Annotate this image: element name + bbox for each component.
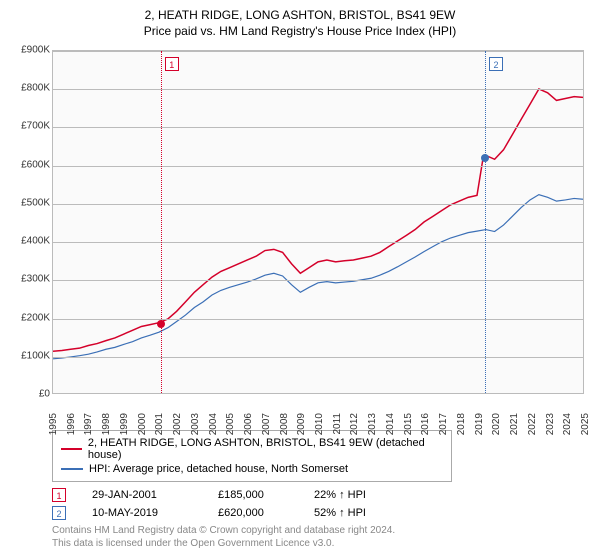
x-axis-label: 2009 — [296, 413, 307, 435]
legend-swatch — [61, 468, 83, 470]
gridline — [53, 89, 583, 90]
legend: 2, HEATH RIDGE, LONG ASHTON, BRISTOL, BS… — [52, 430, 452, 482]
sale-pct-vs-hpi: 52% ↑ HPI — [314, 507, 394, 519]
footer-line-2: This data is licensed under the Open Gov… — [52, 537, 588, 550]
x-axis-label: 1996 — [66, 413, 77, 435]
sale-pct-vs-hpi: 22% ↑ HPI — [314, 489, 394, 501]
x-axis-label: 2010 — [314, 413, 325, 435]
x-axis-label: 2012 — [349, 413, 360, 435]
marker-dot-1 — [157, 320, 165, 328]
x-axis-label: 1997 — [83, 413, 94, 435]
legend-item: HPI: Average price, detached house, Nort… — [61, 463, 443, 475]
sale-price: £185,000 — [218, 489, 288, 501]
x-axis-label: 2025 — [580, 413, 591, 435]
y-axis-label: £800K — [12, 83, 50, 94]
x-axis-label: 2016 — [420, 413, 431, 435]
sales-table: 1 29-JAN-2001 £185,000 22% ↑ HPI 2 10-MAY-201… — [52, 488, 588, 520]
x-axis-label: 2007 — [261, 413, 272, 435]
x-axis-label: 2003 — [190, 413, 201, 435]
legend-item: 2, HEATH RIDGE, LONG ASHTON, BRISTOL, BS… — [61, 437, 443, 461]
sale-badge: 2 — [52, 506, 66, 520]
x-axis-label: 2023 — [545, 413, 556, 435]
x-axis-label: 2005 — [225, 413, 236, 435]
x-axis-label: 2020 — [491, 413, 502, 435]
x-axis-label: 2014 — [385, 413, 396, 435]
y-axis-label: £100K — [12, 350, 50, 361]
sale-row: 1 29-JAN-2001 £185,000 22% ↑ HPI — [52, 488, 588, 502]
x-axis-label: 2019 — [474, 413, 485, 435]
x-axis-label: 2000 — [137, 413, 148, 435]
y-axis-label: £900K — [12, 45, 50, 56]
series-svg — [53, 51, 583, 393]
footer-line-1: Contains HM Land Registry data © Crown c… — [52, 524, 588, 537]
plot-region: 12 — [52, 50, 584, 394]
marker-line-1 — [161, 51, 162, 393]
sale-date: 10-MAY-2019 — [92, 507, 192, 519]
title-line-2: Price paid vs. HM Land Registry's House … — [12, 24, 588, 38]
gridline — [53, 127, 583, 128]
attribution-footer: Contains HM Land Registry data © Crown c… — [52, 524, 588, 550]
gridline — [53, 242, 583, 243]
x-axis-label: 2018 — [456, 413, 467, 435]
x-axis-label: 1998 — [101, 413, 112, 435]
legend-label: HPI: Average price, detached house, Nort… — [89, 463, 348, 475]
y-axis-label: £700K — [12, 121, 50, 132]
x-axis-label: 2021 — [509, 413, 520, 435]
marker-dot-2 — [481, 154, 489, 162]
sale-date: 29-JAN-2001 — [92, 489, 192, 501]
x-axis-label: 2011 — [332, 413, 343, 435]
x-axis-label: 2008 — [279, 413, 290, 435]
y-axis-label: £500K — [12, 197, 50, 208]
x-axis-label: 2022 — [527, 413, 538, 435]
legend-label: 2, HEATH RIDGE, LONG ASHTON, BRISTOL, BS… — [88, 437, 443, 461]
gridline — [53, 166, 583, 167]
sale-badge: 1 — [52, 488, 66, 502]
series-hpi — [53, 195, 583, 359]
x-axis-label: 2002 — [172, 413, 183, 435]
x-axis-label: 2024 — [562, 413, 573, 435]
y-axis-label: £200K — [12, 312, 50, 323]
gridline — [53, 319, 583, 320]
y-axis-label: £0 — [12, 389, 50, 400]
marker-badge-1: 1 — [165, 57, 179, 71]
y-axis-label: £400K — [12, 236, 50, 247]
x-axis-label: 2001 — [154, 413, 165, 435]
gridline — [53, 204, 583, 205]
sale-price: £620,000 — [218, 507, 288, 519]
chart-area: 12 £0£100K£200K£300K£400K£500K£600K£700K… — [12, 44, 588, 424]
x-axis-label: 1999 — [119, 413, 130, 435]
x-axis-label: 2006 — [243, 413, 254, 435]
y-axis-label: £300K — [12, 274, 50, 285]
gridline — [53, 280, 583, 281]
y-axis-label: £600K — [12, 159, 50, 170]
x-axis-label: 1995 — [48, 413, 59, 435]
marker-badge-2: 2 — [489, 57, 503, 71]
legend-swatch — [61, 448, 82, 450]
marker-line-2 — [485, 51, 486, 393]
gridline — [53, 357, 583, 358]
x-axis-label: 2004 — [208, 413, 219, 435]
x-axis-label: 2017 — [438, 413, 449, 435]
title-line-1: 2, HEATH RIDGE, LONG ASHTON, BRISTOL, BS… — [12, 8, 588, 22]
x-axis-label: 2013 — [367, 413, 378, 435]
gridline — [53, 51, 583, 52]
sale-row: 2 10-MAY-2019 £620,000 52% ↑ HPI — [52, 506, 588, 520]
chart-title-block: 2, HEATH RIDGE, LONG ASHTON, BRISTOL, BS… — [12, 8, 588, 38]
x-axis-label: 2015 — [403, 413, 414, 435]
